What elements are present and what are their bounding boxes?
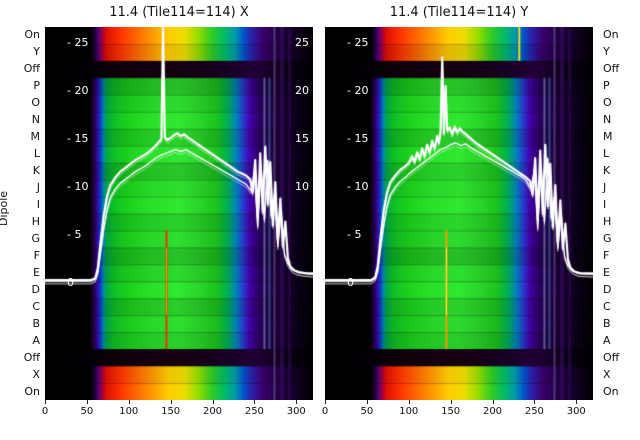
dipole-label-left: Off [23, 350, 40, 364]
x-tick-label: 0 [321, 406, 329, 417]
x-tick-label: 150 [161, 406, 181, 417]
x-tick-label: 50 [360, 406, 374, 417]
y-tick-label-right-edge: 15 [295, 132, 309, 145]
dipole-label-right: L [603, 147, 610, 161]
dipole-label-right: X [603, 367, 611, 381]
dipole-label-left: X [32, 367, 40, 381]
y-tick-label: - 5 [67, 228, 82, 241]
dipole-label-right: Off [603, 350, 620, 364]
dipole-label-left: K [32, 164, 40, 178]
dipole-label-right: D [603, 282, 612, 296]
y-tick-label: - 5 [347, 228, 362, 241]
dipole-label-right: A [603, 333, 611, 347]
x-tick-label: 150 [441, 406, 461, 417]
y-tick-label: - 15 [67, 132, 89, 145]
y-tick-label-right-edge: 25 [295, 36, 309, 49]
y-tick-label: - 10 [67, 180, 89, 193]
dipole-label-right: N [603, 113, 612, 127]
dipole-label-right: P [603, 79, 610, 93]
y-tick-label-right-edge: 20 [295, 84, 309, 97]
x-tick-label: 250 [244, 406, 264, 417]
x-tick-mark [408, 400, 410, 404]
dipole-label-left: L [33, 147, 40, 161]
x-tick-mark [576, 400, 578, 404]
dipole-label-left: O [31, 96, 40, 110]
dipole-label-left: M [30, 130, 41, 144]
x-tick-label: 250 [524, 406, 544, 417]
x-tick-label: 300 [566, 406, 586, 417]
y-tick-label-right-edge: 10 [295, 180, 309, 193]
heatmap-panel-x [45, 27, 313, 400]
dipole-label-right: Off [603, 62, 620, 76]
dipole-label-left: Off [23, 62, 40, 76]
dipole-label-right: G [603, 231, 612, 245]
dipole-label-right: E [603, 265, 610, 279]
dipole-label-right: M [603, 130, 613, 144]
dipole-label-left: D [31, 282, 40, 296]
dipole-label-left: H [31, 214, 40, 228]
dipole-label-left: J [36, 181, 40, 195]
x-tick-mark [366, 400, 368, 404]
dipole-label-left: F [33, 248, 40, 262]
y-tick-label: - 10 [347, 180, 369, 193]
dipole-label-right: J [603, 181, 607, 195]
dipole-label-right: H [603, 214, 612, 228]
y-tick-label: - 20 [67, 84, 89, 97]
y-tick-label: - 20 [347, 84, 369, 97]
dipole-label-left: A [32, 333, 40, 347]
x-tick-mark [45, 400, 46, 404]
x-tick-mark [534, 400, 536, 404]
dipole-label-left: N [31, 113, 40, 127]
dipole-label-left: C [32, 299, 40, 313]
dipole-label-right: F [603, 248, 610, 262]
dipole-label-right: I [603, 198, 607, 212]
dipole-label-left: On [24, 28, 40, 42]
dipole-label-left: Y [33, 45, 40, 59]
x-tick-mark [128, 400, 130, 404]
y-tick-label: 0 [347, 276, 354, 289]
dipole-label-right: C [603, 299, 611, 313]
dipole-label-left: B [32, 316, 40, 330]
heatmap-panel-y [325, 27, 593, 400]
dipole-label-left: G [31, 231, 40, 245]
x-tick-label: 100 [399, 406, 419, 417]
dipole-label-right: K [603, 164, 611, 178]
x-tick-label: 50 [80, 406, 94, 417]
right-panel-title: 11.4 (Tile114=114) Y [389, 5, 529, 20]
x-tick-label: 300 [286, 406, 306, 417]
left-panel-title: 11.4 (Tile114=114) X [109, 5, 249, 20]
dipole-label-left: E [33, 265, 40, 279]
x-tick-mark [450, 400, 452, 404]
x-tick-mark [86, 400, 88, 404]
x-tick-label: 200 [482, 406, 503, 417]
dipole-label-right: B [603, 316, 611, 330]
x-tick-mark [296, 400, 298, 404]
dipole-label-right: On [603, 28, 619, 42]
dipole-label-right: Y [603, 45, 610, 59]
x-tick-mark [254, 400, 256, 404]
x-tick-label: 100 [119, 406, 139, 417]
y-tick-label: - 25 [67, 36, 89, 49]
x-tick-mark [212, 400, 214, 404]
x-tick-mark [170, 400, 172, 404]
dipole-label-left: P [33, 79, 40, 93]
dipole-label-left: I [36, 198, 40, 212]
x-tick-label: 200 [202, 406, 223, 417]
dipole-label-right: O [603, 96, 612, 110]
dipole-label-right: On [603, 384, 619, 398]
y-tick-label: 0 [67, 276, 74, 289]
x-tick-mark [325, 400, 326, 404]
y-tick-label: - 25 [347, 36, 369, 49]
y-tick-label: - 15 [347, 132, 369, 145]
x-tick-label: 0 [41, 406, 49, 417]
dipole-label-left: On [24, 384, 40, 398]
x-tick-mark [492, 400, 494, 404]
